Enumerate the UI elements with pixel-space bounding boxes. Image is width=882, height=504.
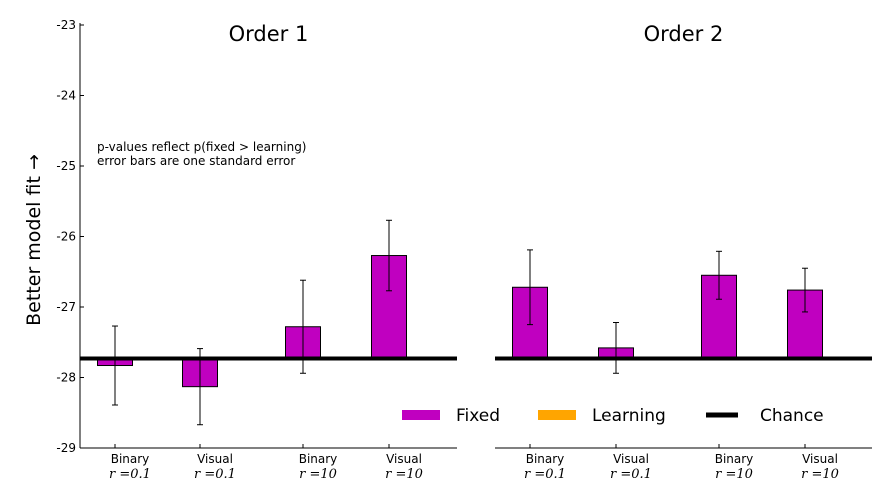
x-tick-label: Visual bbox=[613, 452, 649, 466]
x-tick-sublabel: r =0.1 bbox=[524, 467, 566, 482]
y-tick-label: -29 bbox=[56, 441, 76, 455]
x-tick-sublabel: r =10 bbox=[385, 467, 423, 482]
x-tick-label: Binary bbox=[299, 452, 338, 466]
annotation-note: error bars are one standard error bbox=[97, 154, 295, 168]
legend-label: Fixed bbox=[456, 406, 500, 426]
legend-swatch bbox=[402, 410, 440, 420]
x-tick-label: Visual bbox=[197, 452, 233, 466]
x-tick-sublabel: r =0.1 bbox=[194, 467, 236, 482]
y-axis-label: Better model fit → bbox=[23, 154, 45, 326]
x-tick-sublabel: r =0.1 bbox=[610, 467, 652, 482]
panel-title: Order 2 bbox=[644, 22, 724, 46]
legend-swatch bbox=[538, 410, 576, 420]
x-tick-sublabel: r =10 bbox=[801, 467, 839, 482]
x-tick-label: Binary bbox=[715, 452, 754, 466]
y-tick-label: -26 bbox=[56, 230, 76, 244]
x-tick-sublabel: r =10 bbox=[299, 467, 337, 482]
x-tick-sublabel: r =10 bbox=[715, 467, 753, 482]
y-tick-label: -23 bbox=[56, 18, 76, 32]
x-tick-label: Visual bbox=[386, 452, 422, 466]
y-tick-label: -24 bbox=[56, 89, 76, 103]
legend-label: Chance bbox=[760, 406, 824, 426]
annotation-note: p-values reflect p(fixed > learning) bbox=[97, 140, 307, 154]
y-tick-label: -28 bbox=[56, 371, 76, 385]
y-tick-label: -27 bbox=[56, 300, 76, 314]
legend-label: Learning bbox=[592, 406, 666, 426]
x-tick-sublabel: r =0.1 bbox=[109, 467, 151, 482]
y-tick-label: -25 bbox=[56, 159, 76, 173]
x-tick-label: Binary bbox=[526, 452, 565, 466]
panel-title: Order 1 bbox=[229, 22, 309, 46]
x-tick-label: Binary bbox=[111, 452, 150, 466]
x-tick-label: Visual bbox=[802, 452, 838, 466]
